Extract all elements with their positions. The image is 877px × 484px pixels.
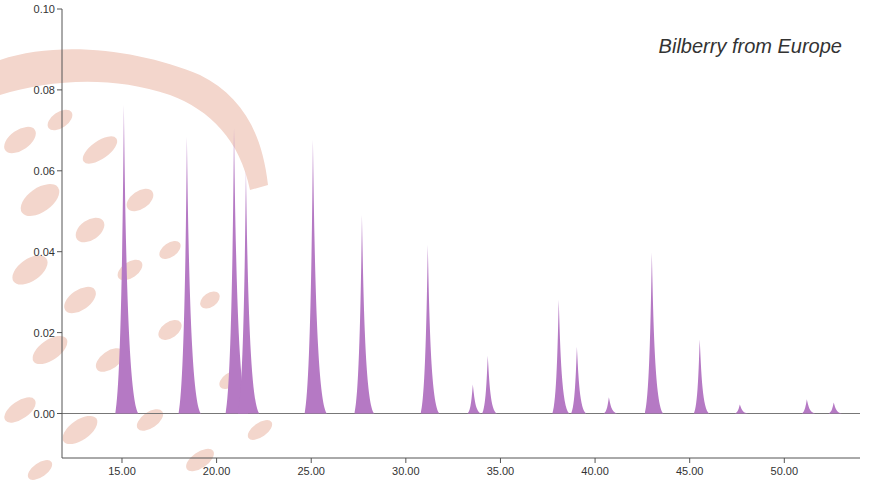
x-tick-label: 50.00: [771, 465, 799, 477]
peak: [238, 170, 259, 414]
decoration-blob: [44, 105, 76, 134]
peaks: [115, 105, 842, 414]
x-tick-label: 30.00: [392, 465, 420, 477]
decoration-band: [0, 49, 268, 190]
y-tick: [57, 413, 62, 414]
background-decoration: [0, 49, 275, 483]
peak: [355, 215, 375, 414]
y-tick: [57, 89, 62, 90]
peak: [305, 140, 327, 414]
y-tick-label: 0.08: [34, 84, 55, 96]
decoration-blob: [155, 316, 185, 344]
title: Bilberry from Europe: [659, 35, 842, 57]
y-tick-label: 0.02: [34, 327, 55, 339]
decoration-blob: [245, 416, 276, 444]
x-tick: [311, 458, 312, 463]
peak: [467, 384, 481, 413]
y-axis: [62, 9, 63, 458]
peak: [694, 339, 710, 413]
peak: [421, 245, 440, 414]
x-tick: [500, 458, 501, 463]
decoration-blob: [133, 405, 167, 435]
decoration-blob: [25, 456, 56, 484]
y-tick-label: 0.10: [34, 3, 55, 15]
peak: [482, 356, 497, 414]
y-tick-label: 0.04: [34, 246, 55, 258]
x-tick-label: 15.00: [108, 465, 136, 477]
x-tick: [121, 458, 122, 463]
decoration-blob: [15, 178, 65, 223]
x-tick-label: 45.00: [676, 465, 704, 477]
peak: [645, 253, 663, 414]
x-tick-label: 35.00: [487, 465, 515, 477]
decoration-blob: [58, 410, 102, 449]
peak: [802, 399, 815, 413]
decoration-blob: [78, 131, 121, 169]
y-tick: [57, 170, 62, 171]
x-tick: [595, 458, 596, 463]
y-tick-label: 0.06: [34, 165, 55, 177]
y-tick-label: 0.00: [34, 408, 55, 420]
x-tick-label: 40.00: [581, 465, 609, 477]
decoration-blob: [123, 184, 158, 216]
peak: [552, 300, 569, 414]
x-tick-label: 25.00: [297, 465, 325, 477]
x-tick: [784, 458, 785, 463]
peak: [604, 397, 618, 413]
peak: [571, 347, 586, 414]
y-tick: [57, 251, 62, 252]
y-tick: [57, 332, 62, 333]
peak: [179, 137, 201, 414]
decoration-blob: [156, 237, 184, 262]
decoration-blob: [114, 255, 146, 284]
peak: [735, 405, 748, 414]
y-tick: [57, 9, 62, 10]
x-tick: [689, 458, 690, 463]
peak: [829, 403, 842, 414]
x-axis: [62, 458, 860, 459]
peak: [115, 105, 138, 414]
decoration-blob: [197, 288, 223, 312]
x-tick-label: 20.00: [203, 465, 231, 477]
decoration-blob: [60, 281, 101, 318]
chart: 0.00 0.02 0.04 0.06 0.08 0.10 15.00 20.00 25.00 3…: [0, 0, 877, 484]
decoration-blob: [0, 121, 40, 158]
x-tick: [405, 458, 406, 463]
x-tick: [216, 458, 217, 463]
decoration-blob: [71, 213, 109, 248]
